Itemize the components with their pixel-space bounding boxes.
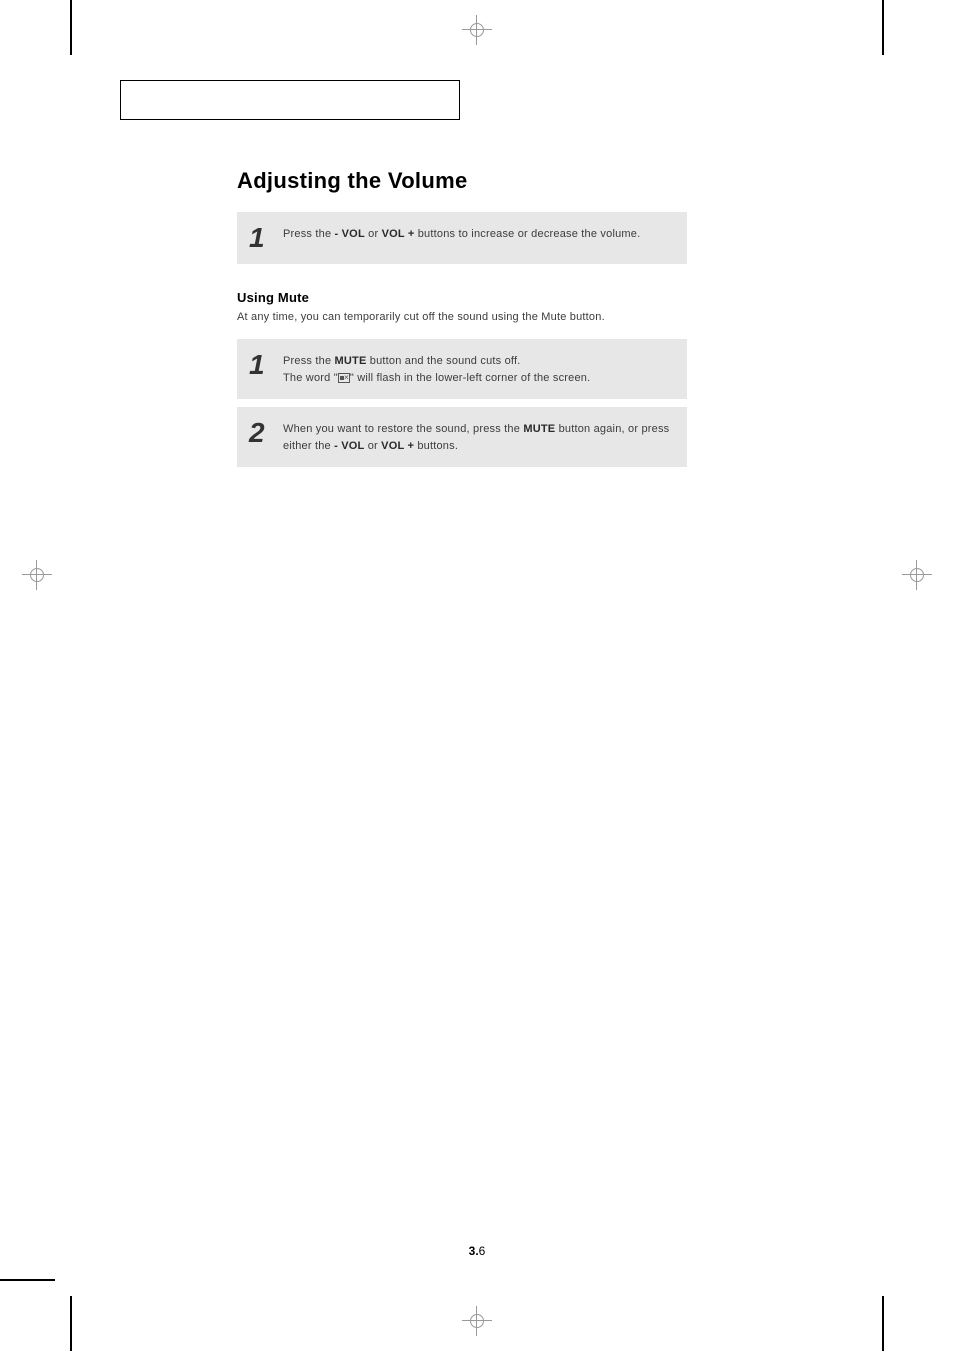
step-text: Press the [283, 355, 335, 367]
crop-mark [882, 0, 884, 55]
crop-mark [70, 0, 72, 55]
header-box [120, 80, 460, 120]
step-body: When you want to restore the sound, pres… [283, 417, 675, 455]
page-sub-number: 6 [479, 1244, 486, 1258]
step-number: 2 [249, 417, 283, 447]
step-number: 1 [249, 349, 283, 379]
step-number: 1 [249, 222, 283, 252]
step-text: " will flash in the lower-left corner of… [350, 372, 591, 384]
mute-step-box-2: 2 When you want to restore the sound, pr… [237, 407, 687, 467]
section-number: 3. [469, 1244, 479, 1258]
vol-plus-label: VOL + [381, 440, 414, 452]
step-body: Press the - VOL or VOL + buttons to incr… [283, 222, 675, 243]
step-text: When you want to restore the sound, pres… [283, 423, 523, 435]
page-content: Adjusting the Volume 1 Press the - VOL o… [120, 80, 834, 1270]
registration-mark [462, 15, 492, 45]
step-text: or [365, 228, 382, 240]
vol-plus-label: VOL + [382, 228, 415, 240]
mute-step-box-1: 1 Press the MUTE button and the sound cu… [237, 339, 687, 399]
step-text: Press the [283, 228, 335, 240]
step-body: Press the MUTE button and the sound cuts… [283, 349, 675, 387]
mute-icon [338, 373, 350, 383]
crop-mark [70, 1296, 72, 1351]
step-box-1: 1 Press the - VOL or VOL + buttons to in… [237, 212, 687, 264]
crop-mark [882, 1296, 884, 1351]
sub-description: At any time, you can temporarily cut off… [237, 311, 687, 323]
page-title: Adjusting the Volume [237, 168, 687, 194]
mute-label: MUTE [523, 423, 555, 435]
step-text: or [364, 440, 381, 452]
crop-mark [0, 1279, 55, 1281]
step-text: button and the sound cuts off. [367, 355, 521, 367]
vol-minus-label: - VOL [335, 228, 365, 240]
vol-minus-label: - VOL [334, 440, 364, 452]
step-text: buttons. [414, 440, 458, 452]
registration-mark [902, 560, 932, 590]
sub-heading: Using Mute [237, 290, 687, 305]
page-number: 3.6 [120, 1244, 834, 1258]
step-text: buttons to increase or decrease the volu… [414, 228, 640, 240]
mute-label: MUTE [335, 355, 367, 367]
step-text: The word " [283, 372, 338, 384]
registration-mark [22, 560, 52, 590]
registration-mark [462, 1306, 492, 1336]
